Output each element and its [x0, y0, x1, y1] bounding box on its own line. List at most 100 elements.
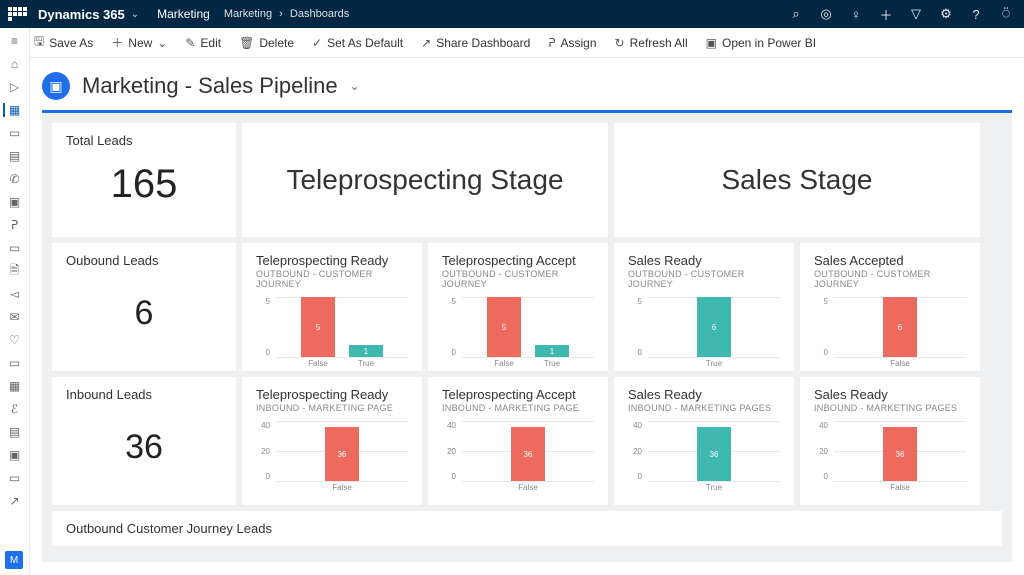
left-rail: ≡ ⌂ ▷ ▦ ▭ ▤ ✆ ▣ ᕈ ▭ 🗎 ◅ ✉ ♡ ▭ ▦ ℰ ▤ ▣ ▭ …: [0, 28, 30, 575]
rail-home-icon[interactable]: ⌂: [6, 57, 24, 71]
assign-button[interactable]: ᕈAssign: [548, 36, 596, 50]
tile-stage-sales[interactable]: Sales Stage: [614, 123, 980, 237]
tile-title: Outbound Customer Journey Leads: [66, 521, 272, 536]
tile-chart[interactable]: Sales Ready OUTBOUND - CUSTOMER JOURNEY …: [614, 243, 794, 371]
rail-item[interactable]: ▭: [6, 126, 24, 140]
tile-outbound-leads[interactable]: Oubound Leads 6: [52, 243, 236, 371]
chart-yaxis: 50: [442, 297, 456, 369]
rail-mail-icon[interactable]: ✉: [6, 310, 24, 324]
tile-chart[interactable]: Sales Accepted OUTBOUND - CUSTOMER JOURN…: [800, 243, 980, 371]
area-name[interactable]: Marketing: [157, 7, 210, 21]
add-icon[interactable]: ＋: [876, 5, 896, 24]
refresh-button[interactable]: ↻Refresh All: [615, 36, 688, 50]
app-launcher-icon[interactable]: [8, 7, 28, 21]
delete-button[interactable]: 🗑Delete: [239, 36, 294, 50]
edit-button[interactable]: ✎Edit: [185, 36, 221, 50]
rail-item[interactable]: ▭: [6, 471, 24, 485]
chart-title: Teleprospecting Accept: [442, 253, 594, 268]
chart-bar: 36 False: [325, 427, 359, 481]
rail-chart-icon[interactable]: ↗: [6, 494, 24, 508]
breadcrumb-item[interactable]: Marketing: [224, 8, 272, 20]
chevron-down-icon[interactable]: ⌄: [131, 9, 139, 20]
kpi-label: Inbound Leads: [66, 387, 222, 402]
chart-bar: 1 True: [349, 345, 383, 357]
chart-title: Sales Ready: [814, 387, 966, 402]
rail-item[interactable]: ▣: [6, 195, 24, 209]
chart-yaxis: 40200: [442, 421, 456, 493]
tile-total-leads[interactable]: Total Leads 165: [52, 123, 236, 237]
chart-yaxis: 40200: [814, 421, 828, 493]
settings-icon[interactable]: ⚙: [936, 6, 956, 22]
rail-item[interactable]: ▭: [6, 356, 24, 370]
stage-title: Sales Stage: [722, 164, 873, 196]
chart-title: Sales Accepted: [814, 253, 966, 268]
lightbulb-icon[interactable]: ♀: [846, 7, 866, 22]
search-icon[interactable]: ⌕: [786, 6, 806, 22]
rail-menu-icon[interactable]: ≡: [6, 34, 24, 48]
rail-item[interactable]: ▭: [6, 241, 24, 255]
chart-subtitle: OUTBOUND - CUSTOMER JOURNEY: [442, 269, 594, 289]
tile-chart[interactable]: Sales Ready INBOUND - MARKETING PAGES 40…: [800, 377, 980, 505]
new-button[interactable]: ＋New⌄: [111, 34, 167, 51]
save-as-button[interactable]: 🖫Save As: [34, 32, 93, 53]
user-icon[interactable]: ⍥: [996, 6, 1016, 22]
powerbi-icon: ▣: [706, 36, 717, 50]
kpi-label: Total Leads: [66, 133, 222, 148]
rail-dashboard-icon[interactable]: ▦: [3, 103, 21, 117]
filter-icon[interactable]: ▽: [906, 6, 926, 22]
command-bar: 🖫Save As ＋New⌄ ✎Edit 🗑Delete ✓Set As Def…: [0, 28, 1024, 58]
area-badge[interactable]: M: [5, 551, 23, 569]
chart-title: Teleprospecting Accept: [442, 387, 594, 402]
plus-icon: ＋: [111, 34, 123, 51]
help-icon[interactable]: ?: [966, 7, 986, 22]
chart-subtitle: INBOUND - MARKETING PAGES: [814, 403, 966, 413]
tile-stage-teleprospecting[interactable]: Teleprospecting Stage: [242, 123, 608, 237]
powerbi-button[interactable]: ▣Open in Power BI: [706, 36, 816, 50]
chart-bar: 36 False: [883, 427, 917, 481]
rail-item[interactable]: ▤: [6, 149, 24, 163]
rail-doc-icon[interactable]: 🗎: [6, 264, 24, 278]
page-title: Marketing - Sales Pipeline: [82, 73, 338, 99]
chart-plot: 36 True: [648, 421, 780, 493]
assign-icon: ᕈ: [548, 36, 555, 50]
kpi-value: 165: [66, 162, 222, 207]
chart-bar: 5 False: [487, 297, 521, 357]
chart-subtitle: OUTBOUND - CUSTOMER JOURNEY: [256, 269, 408, 289]
app-name[interactable]: Dynamics 365: [38, 7, 125, 22]
tile-chart[interactable]: Teleprospecting Ready OUTBOUND - CUSTOME…: [242, 243, 422, 371]
dashboard-canvas: Total Leads 165 Teleprospecting Stage Sa…: [42, 110, 1012, 562]
chart-plot: 6 False: [834, 297, 966, 369]
tile-outbound-journey[interactable]: Outbound Customer Journey Leads: [52, 511, 1002, 546]
tile-chart[interactable]: Teleprospecting Accept INBOUND - MARKETI…: [428, 377, 608, 505]
chart-bar: 1 True: [535, 345, 569, 357]
tile-chart[interactable]: Teleprospecting Ready INBOUND - MARKETIN…: [242, 377, 422, 505]
delete-icon: 🗑: [239, 36, 254, 50]
rail-person-icon[interactable]: ᕈ: [6, 218, 24, 232]
rail-play-icon[interactable]: ▷: [6, 80, 24, 94]
rail-announce-icon[interactable]: ◅: [6, 287, 24, 301]
chart-title: Sales Ready: [628, 387, 780, 402]
share-button[interactable]: ↗Share Dashboard: [421, 36, 530, 50]
chart-title: Sales Ready: [628, 253, 780, 268]
rail-heart-icon[interactable]: ♡: [6, 333, 24, 347]
tile-inbound-leads[interactable]: Inbound Leads 36: [52, 377, 236, 505]
chevron-down-icon[interactable]: ⌄: [350, 79, 360, 93]
chart-plot: 5 False 1 True: [462, 297, 594, 369]
chart-subtitle: INBOUND - MARKETING PAGE: [256, 403, 408, 413]
chart-bar: 5 False: [301, 297, 335, 357]
rail-item[interactable]: ▤: [6, 425, 24, 439]
chart-subtitle: OUTBOUND - CUSTOMER JOURNEY: [814, 269, 966, 289]
stage-title: Teleprospecting Stage: [286, 164, 563, 196]
breadcrumb-item[interactable]: Dashboards: [290, 8, 349, 20]
chart-yaxis: 40200: [628, 421, 642, 493]
rail-phone-icon[interactable]: ✆: [6, 172, 24, 186]
rail-item[interactable]: ▣: [6, 448, 24, 462]
tile-chart[interactable]: Sales Ready INBOUND - MARKETING PAGES 40…: [614, 377, 794, 505]
chart-subtitle: OUTBOUND - CUSTOMER JOURNEY: [628, 269, 780, 289]
chart-plot: 36 False: [462, 421, 594, 493]
task-icon[interactable]: ◎: [816, 6, 836, 22]
set-default-button[interactable]: ✓Set As Default: [312, 36, 403, 50]
rail-item[interactable]: ℰ: [6, 402, 24, 416]
tile-chart[interactable]: Teleprospecting Accept OUTBOUND - CUSTOM…: [428, 243, 608, 371]
rail-calendar-icon[interactable]: ▦: [6, 379, 24, 393]
